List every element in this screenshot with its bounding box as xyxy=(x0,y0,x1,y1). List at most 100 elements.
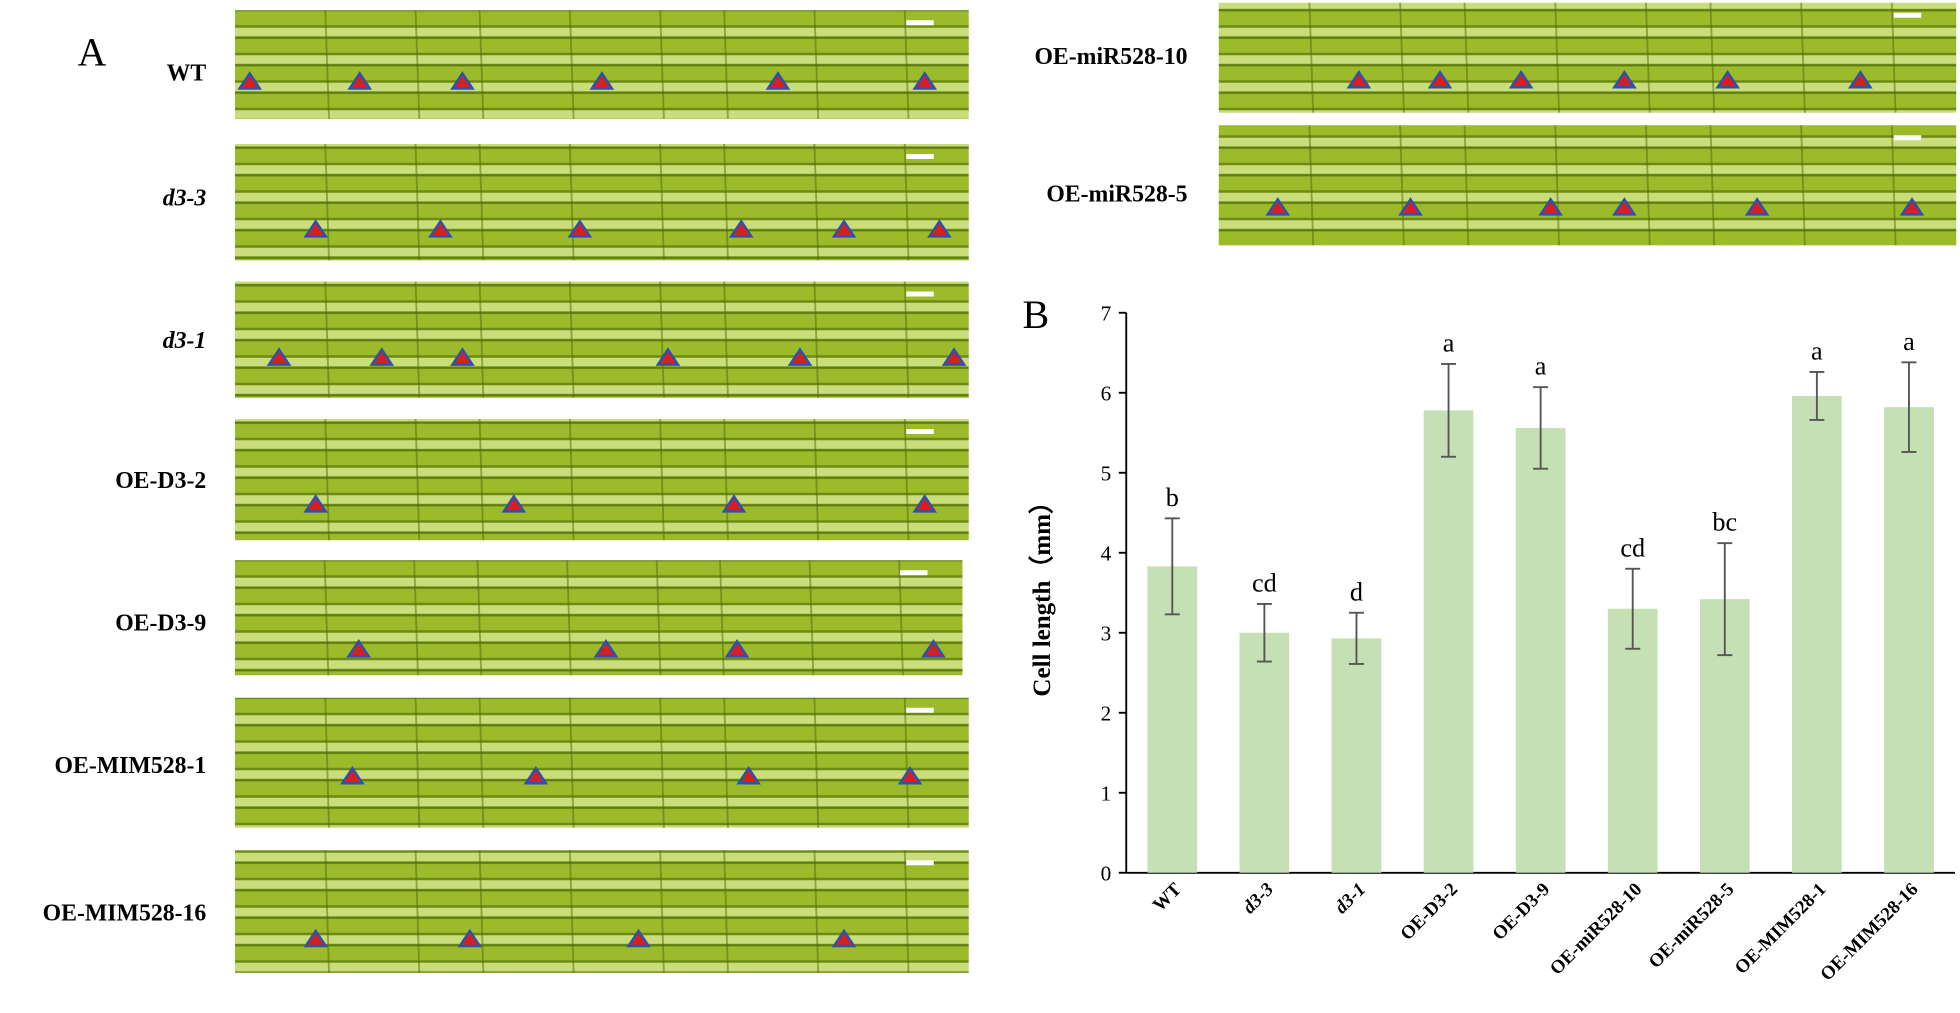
x-tick-label: d3-1 xyxy=(1331,879,1370,918)
y-tick-label: 0 xyxy=(1101,861,1112,885)
x-tick-label: OE-MIM528-16 xyxy=(1816,879,1922,985)
cell-wall xyxy=(478,143,485,261)
cell-marker xyxy=(1265,197,1291,216)
micrograph xyxy=(235,281,969,398)
x-tick-label: OE-miR528-5 xyxy=(1645,879,1739,973)
cell-wall xyxy=(324,697,330,828)
cell-wall xyxy=(323,560,330,676)
error-bar xyxy=(1717,542,1733,657)
cell-marker xyxy=(1899,197,1925,216)
row-label: OE-D3-2 xyxy=(115,468,206,494)
cell-marker xyxy=(266,347,292,366)
cell-marker xyxy=(1715,69,1740,89)
significance-label: b xyxy=(1166,483,1179,512)
cell-wall xyxy=(478,850,485,973)
cell-wall xyxy=(813,697,820,828)
cell-marker xyxy=(941,347,967,366)
cell-marker xyxy=(369,347,395,366)
cell-marker xyxy=(1346,69,1372,89)
error-bar xyxy=(1348,611,1364,665)
cell-wall xyxy=(568,418,575,541)
cell-marker xyxy=(912,494,938,513)
error-bar xyxy=(1164,517,1180,616)
cell-wall xyxy=(813,418,820,541)
scale-bar xyxy=(906,707,934,713)
cell-marker xyxy=(347,71,373,90)
row-label: OE-MIM528-1 xyxy=(55,753,207,779)
error-bar xyxy=(1809,371,1825,421)
panel-letter: B xyxy=(1023,292,1050,337)
cell-marker xyxy=(831,928,857,948)
cell-wall xyxy=(414,10,421,120)
x-tick-label: OE-D3-2 xyxy=(1396,879,1462,945)
y-tick-label: 2 xyxy=(1101,701,1112,725)
cell-wall xyxy=(903,10,910,120)
cell-wall xyxy=(568,281,575,398)
cell-marker xyxy=(897,765,923,785)
scale-bar xyxy=(1893,135,1922,141)
cell-marker xyxy=(1744,197,1770,216)
error-bar xyxy=(1901,361,1917,453)
cell-wall xyxy=(324,281,330,398)
significance-label: cd xyxy=(1620,533,1645,562)
cell-wall xyxy=(1399,2,1405,113)
significance-label: a xyxy=(1535,352,1547,381)
cell-wall xyxy=(903,418,910,541)
y-axis-title: Cell length（mm） xyxy=(1027,489,1056,697)
cell-wall xyxy=(723,850,729,973)
cell-wall xyxy=(1399,125,1405,246)
bar xyxy=(1239,632,1290,873)
cell-wall xyxy=(813,281,820,398)
cell-marker xyxy=(831,219,857,238)
cell-marker xyxy=(457,928,483,948)
cell-wall xyxy=(723,281,729,398)
cell-marker xyxy=(736,765,761,785)
cell-wall xyxy=(414,281,421,398)
x-tick-label: WT xyxy=(1149,879,1186,916)
row-label: OE-miR528-10 xyxy=(1034,44,1187,70)
significance-label: bc xyxy=(1712,508,1737,537)
cell-wall xyxy=(1890,125,1897,246)
significance-label: a xyxy=(1811,336,1823,365)
cell-wall xyxy=(1800,2,1806,113)
cell-wall xyxy=(659,850,665,973)
cell-wall xyxy=(414,850,421,973)
scale-bar xyxy=(906,429,934,434)
cell-wall xyxy=(1463,125,1470,246)
cell-marker xyxy=(724,639,750,658)
cell-marker xyxy=(450,71,475,90)
cell-wall xyxy=(478,697,485,828)
scale-bar xyxy=(906,20,934,26)
cell-wall xyxy=(723,10,729,120)
bar xyxy=(1423,410,1474,873)
cell-wall xyxy=(1890,2,1897,113)
cell-wall xyxy=(723,418,729,541)
y-tick-label: 1 xyxy=(1101,781,1112,805)
bar xyxy=(1884,407,1934,873)
error-bar xyxy=(1625,567,1641,650)
cell-marker xyxy=(626,928,651,948)
cell-marker xyxy=(303,219,329,238)
micrograph xyxy=(235,10,969,119)
cell-marker xyxy=(1508,69,1534,89)
cell-marker xyxy=(765,71,791,90)
scale-bar xyxy=(906,860,934,866)
y-tick-label: 3 xyxy=(1101,621,1112,645)
cell-marker xyxy=(787,347,813,366)
cell-wall xyxy=(1709,2,1716,113)
cell-marker xyxy=(450,347,475,366)
y-tick-label: 7 xyxy=(1101,301,1112,325)
cell-wall xyxy=(1709,125,1716,246)
row-label: d3-1 xyxy=(163,328,207,354)
cell-wall xyxy=(655,560,662,676)
bar xyxy=(1607,608,1658,873)
significance-label: a xyxy=(1903,327,1915,356)
cell-wall xyxy=(324,10,330,120)
cell-wall xyxy=(413,560,419,676)
cell-marker xyxy=(567,219,593,238)
x-tick-label: OE-MIM528-1 xyxy=(1731,879,1831,979)
cell-marker xyxy=(1848,69,1873,89)
cell-wall xyxy=(476,560,483,676)
bar xyxy=(1515,427,1566,873)
